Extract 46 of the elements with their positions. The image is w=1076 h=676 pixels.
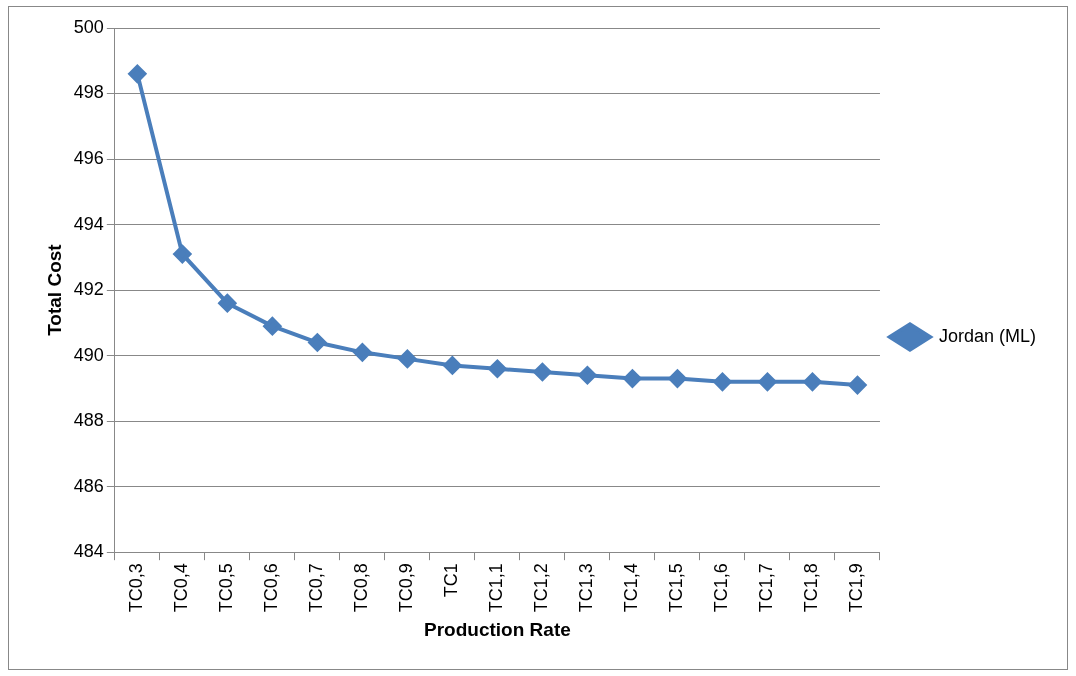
point — [263, 317, 282, 336]
y-tick-label: 486 — [73, 475, 104, 496]
point — [758, 372, 777, 391]
x-tick-label: TC1,8 — [801, 563, 822, 613]
x-tick-label: TC0,7 — [306, 563, 327, 613]
point — [848, 376, 867, 395]
x-tick-label: TC0,8 — [351, 563, 372, 613]
x-tick-label: TC0,6 — [261, 563, 282, 613]
point — [668, 369, 687, 388]
point — [578, 366, 597, 385]
point — [623, 369, 642, 388]
x-tick-label: TC1 — [441, 563, 462, 598]
point — [443, 356, 462, 375]
y-tick-label: 494 — [73, 213, 104, 234]
x-tick-label: TC0,3 — [126, 563, 147, 613]
point — [398, 349, 417, 368]
x-tick-label: TC0,9 — [396, 563, 417, 613]
x-tick-label: TC1,6 — [711, 563, 732, 613]
y-tick-label: 488 — [73, 410, 104, 431]
y-tick-label: 500 — [73, 16, 104, 37]
x-tick-label: TC1,1 — [486, 563, 507, 613]
point — [308, 333, 327, 352]
y-tick-label: 484 — [73, 541, 104, 562]
point — [218, 294, 237, 313]
y-axis-title: Total Cost — [43, 243, 65, 336]
point — [488, 359, 507, 378]
y-tick-label: 498 — [73, 82, 104, 103]
point — [353, 343, 372, 362]
point — [713, 372, 732, 391]
x-tick-label: TC1,2 — [531, 563, 552, 613]
x-tick-label: TC1,4 — [621, 563, 642, 613]
x-axis-title: Production Rate — [424, 618, 571, 640]
x-tick-label: TC1,3 — [576, 563, 597, 613]
point — [173, 245, 192, 264]
y-tick-label: 492 — [73, 279, 104, 300]
y-tick-label: 490 — [73, 344, 104, 365]
x-tick-label: TC1,9 — [846, 563, 867, 613]
y-tick-label: 496 — [73, 148, 104, 169]
x-tick-label: TC1,7 — [756, 563, 777, 613]
x-tick-label: TC0,4 — [171, 563, 192, 613]
point — [128, 64, 147, 83]
legend-label: Jordan (ML) — [938, 325, 1036, 346]
point — [533, 363, 552, 381]
x-tick-label: TC0,5 — [216, 563, 237, 613]
x-tick-label: TC1,5 — [666, 563, 687, 613]
point — [803, 372, 822, 391]
